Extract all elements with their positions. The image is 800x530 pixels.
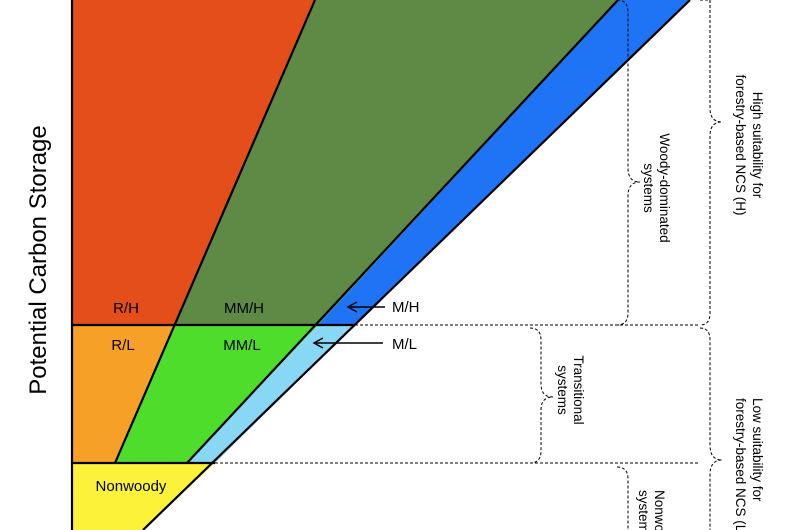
label-mmh: MM/H	[224, 300, 264, 317]
brace-woody-systems	[616, 0, 641, 326]
region-nonwoody	[72, 463, 215, 530]
high-suitability-line1: High suitability for	[750, 92, 765, 199]
low-suitability-line1: Low suitability for	[750, 398, 765, 502]
region-mml	[115, 325, 318, 463]
nonwoody-systems-line1: Nonwoody	[652, 490, 667, 530]
transitional-systems-label: Transitional systems	[555, 355, 586, 424]
callout-ml: M/L	[312, 336, 417, 353]
label-rl: R/L	[111, 337, 134, 354]
transitional-systems-line2: systems	[555, 365, 570, 415]
nonwoody-systems-line2: systems	[636, 490, 651, 530]
high-suitability-label: High suitability for forestry-based NCS …	[733, 74, 765, 215]
low-suitability-line2: forestry-based NCS (L)	[733, 398, 748, 530]
arrowhead-mh-icon	[346, 301, 358, 313]
label-mh: M/H	[392, 299, 420, 316]
high-suitability-line2: forestry-based NCS (H)	[733, 74, 748, 215]
woody-systems-label: Woody-dominated systems	[641, 133, 672, 242]
callout-mh: M/H	[346, 299, 420, 316]
label-nonwoody: Nonwoody	[96, 478, 167, 495]
label-rh: R/H	[113, 300, 139, 317]
region-rh	[72, 0, 315, 325]
woody-systems-line2: systems	[641, 163, 656, 213]
brace-transitional-systems	[529, 327, 554, 464]
low-suitability-label: Low suitability for forestry-based NCS (…	[733, 398, 765, 530]
nonwoody-systems-label: Nonwoody systems	[636, 490, 667, 530]
transitional-systems-line1: Transitional	[571, 355, 586, 424]
woody-systems-line1: Woody-dominated	[657, 133, 672, 242]
brace-high-suitability	[699, 0, 723, 326]
region-mmh	[175, 0, 618, 325]
label-mml: MM/L	[223, 337, 261, 354]
label-ml: M/L	[392, 336, 417, 353]
region-rl	[72, 325, 175, 463]
region-boundaries	[70, 0, 691, 530]
region-mh	[318, 0, 690, 325]
region-ml	[187, 325, 355, 463]
y-axis-title: Potential Carbon Storage	[25, 125, 52, 395]
brace-nonwoody-systems	[616, 466, 629, 530]
arrowhead-ml-icon	[312, 337, 324, 349]
brace-low-suitability	[699, 327, 723, 530]
